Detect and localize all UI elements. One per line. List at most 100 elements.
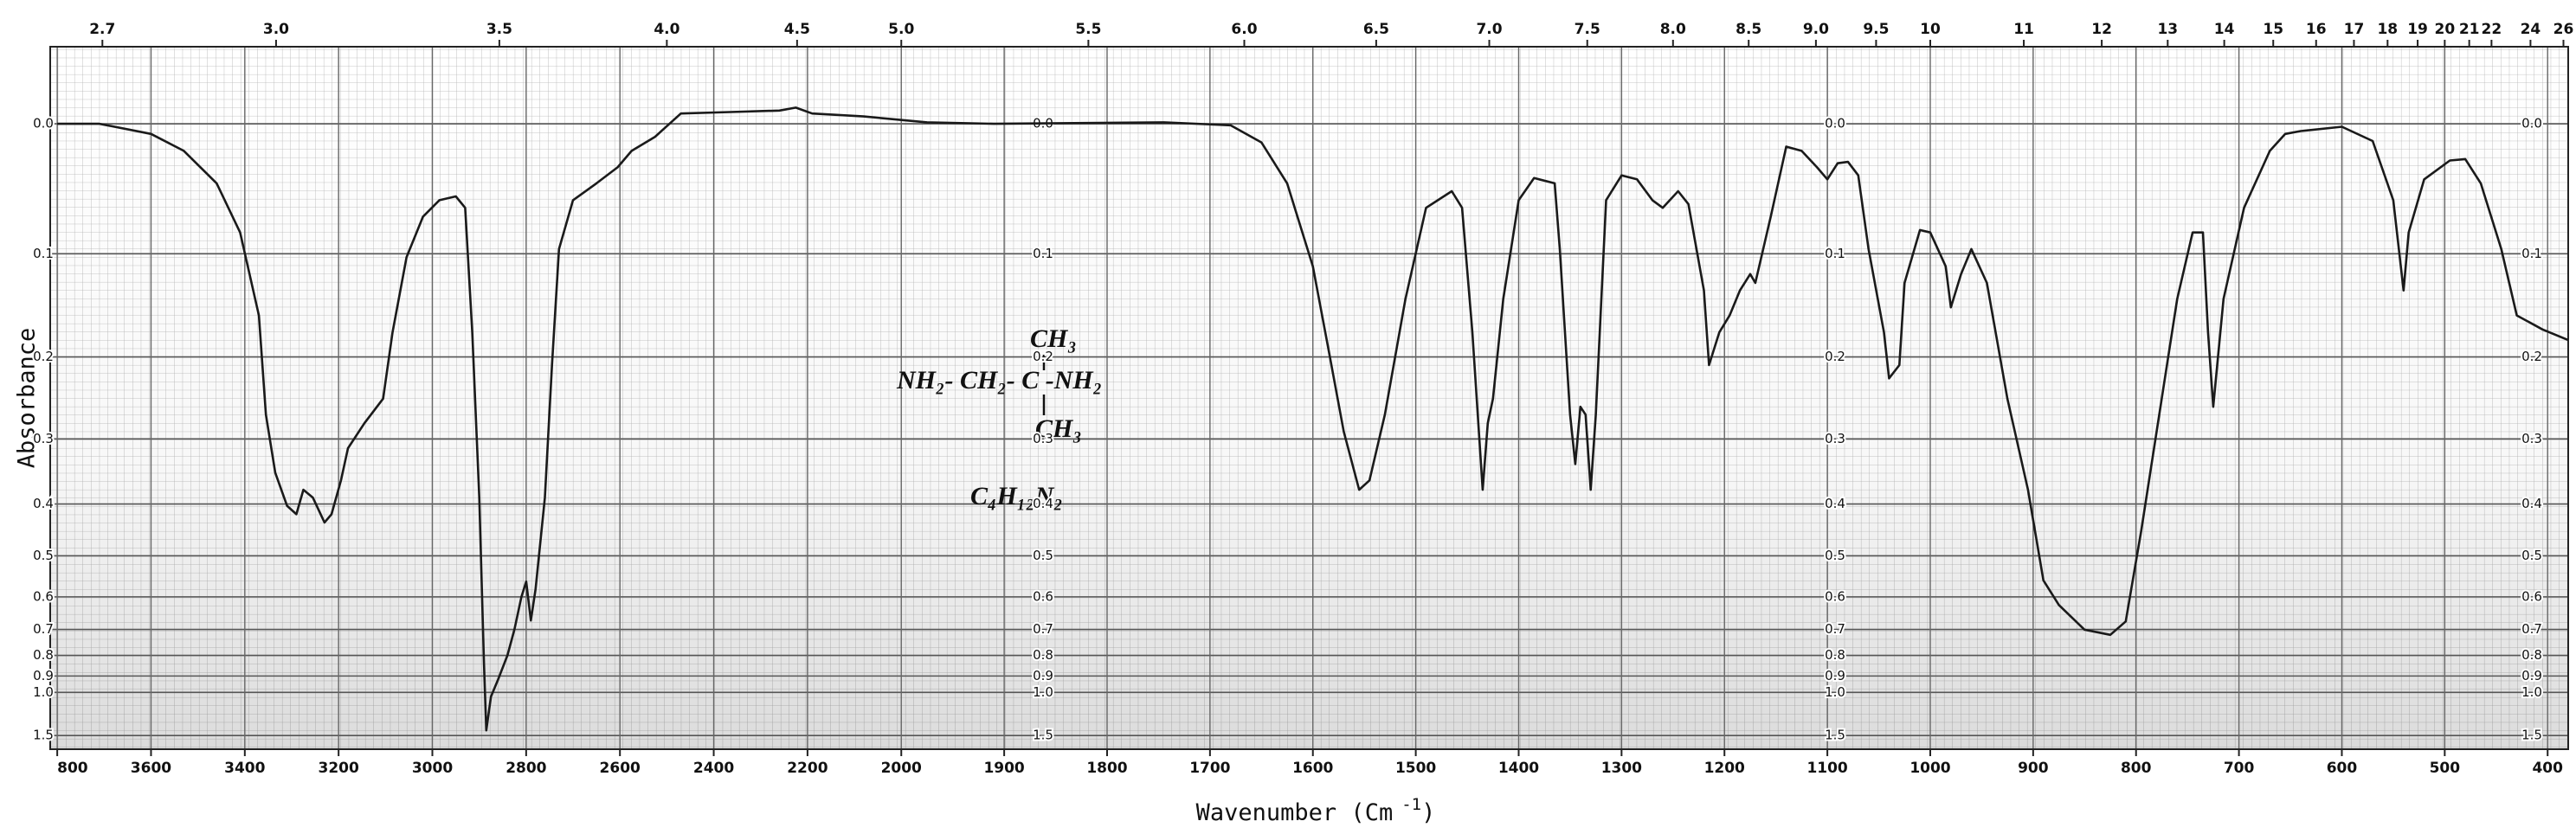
- y-tick-label: 0.6: [2521, 588, 2542, 604]
- y-tick-label: 1.5: [1033, 728, 1053, 743]
- x2-tick-label: 21: [2459, 21, 2480, 38]
- y-tick-label: 0.5: [33, 548, 54, 563]
- x2-tick-label: 10: [1920, 21, 1941, 38]
- x2-tick-label: 26: [2553, 21, 2574, 38]
- y-tick-label: 0.6: [1033, 588, 1053, 604]
- y-tick-label: 0.7: [1825, 621, 1845, 637]
- x2-tick-label: 7.5: [1575, 21, 1600, 38]
- x-axis-label-text: Wavenumber (Cm: [1196, 799, 1394, 826]
- x2-tick-label: 24: [2521, 21, 2541, 38]
- y-tick-label: 0.2: [33, 349, 54, 364]
- x-tick-label: 1000: [1909, 760, 1950, 777]
- x2-tick-label: 9.5: [1863, 21, 1889, 38]
- x2-tick-label: 3.5: [486, 21, 512, 38]
- y-tick-label: 0.5: [2521, 548, 2542, 563]
- x2-tick-label: 18: [2377, 21, 2398, 38]
- annotation: CH₃: [1030, 324, 1077, 353]
- y-tick-label: 0.1: [1825, 246, 1845, 261]
- y-tick-label: 0.0: [33, 116, 54, 132]
- x-axis-label: Wavenumber (Cm -1): [1196, 795, 1436, 826]
- y-tick-label: 0.1: [1033, 246, 1053, 261]
- y-tick-label: 0.0: [1825, 116, 1845, 132]
- structure-annotation: CH₃ NH₂- CH₂- C -NH₂ CH₃ C₄H₁₂N₂: [896, 324, 1102, 510]
- y-tick-label: 0.8: [1033, 647, 1053, 663]
- x2-tick-label: 3.0: [263, 21, 289, 38]
- annotation: CH₃: [1035, 414, 1082, 443]
- x-tick-label: 800: [2121, 760, 2152, 777]
- y-tick-label: 1.5: [2521, 728, 2542, 743]
- y-tick-label: 0.8: [33, 647, 54, 663]
- paper-shading: [50, 47, 2568, 749]
- y-tick-label: 1.0: [33, 684, 54, 700]
- y-tick-label: 0.9: [1033, 668, 1053, 683]
- y-tick-label: 0.9: [1825, 668, 1845, 683]
- y-tick-label: 1.5: [33, 728, 54, 743]
- x-tick-label: 600: [2327, 760, 2358, 777]
- x-axis-label-exponent: -1: [1401, 795, 1421, 814]
- x-tick-label: 1400: [1498, 760, 1539, 777]
- annotation: NH₂- CH₂- C -NH₂: [896, 366, 1102, 395]
- x2-tick-label: 8.0: [1660, 21, 1686, 38]
- x2-tick-label: 11: [2013, 21, 2034, 38]
- x2-tick-label: 16: [2306, 21, 2327, 38]
- x2-tick-label: 13: [2157, 21, 2178, 38]
- y-tick-label: 1.0: [1825, 684, 1845, 700]
- y-tick-label: 0.1: [2521, 246, 2542, 261]
- y-tick-label: 0.8: [2521, 647, 2542, 663]
- plot-marks: 0.0 0.0 0.0 0.00.1 0.1 0.1 0.10.2 0.2 0.2 0.20.3 0…: [31, 21, 2574, 777]
- x-tick-label: 700: [2224, 760, 2255, 777]
- x2-tick-label: 6.5: [1363, 21, 1389, 38]
- annotation: C₄H₁₂N₂: [970, 482, 1063, 510]
- x-tick-label: 800: [57, 760, 88, 777]
- x-tick-label: 3200: [319, 760, 359, 777]
- x2-tick-label: 14: [2214, 21, 2235, 38]
- y-tick-label: 0.3: [1033, 431, 1053, 446]
- y-tick-label: 0.4: [1825, 496, 1845, 511]
- x-tick-label: 1900: [983, 760, 1024, 777]
- x-tick-label: 1800: [1086, 760, 1127, 777]
- y-tick-label: 0.3: [2521, 431, 2542, 446]
- x2-tick-label: 4.0: [654, 21, 679, 38]
- y-tick-label: 0.9: [33, 668, 54, 683]
- y-tick-label: 0.8: [1825, 647, 1845, 663]
- y-tick-label: 0.6: [1825, 588, 1845, 604]
- x-tick-label: 1100: [1806, 760, 1847, 777]
- x-tick-label: 1200: [1704, 760, 1745, 777]
- y-tick-label: 1.0: [2521, 684, 2542, 700]
- x2-tick-label: 19: [2407, 21, 2428, 38]
- y-tick-label: 0.5: [1825, 548, 1845, 563]
- x2-tick-label: 12: [2091, 21, 2112, 38]
- x2-tick-label: 17: [2344, 21, 2365, 38]
- y-tick-label: 0.4: [1033, 496, 1053, 511]
- x2-tick-label: 15: [2263, 21, 2283, 38]
- x2-tick-label: 6.0: [1231, 21, 1257, 38]
- x2-tick-label: 8.5: [1736, 21, 1761, 38]
- y-tick-label: 0.4: [2521, 496, 2542, 511]
- plot-frame: [49, 46, 2569, 750]
- y-tick-label: 1.5: [1825, 728, 1845, 743]
- x-tick-label: 1700: [1189, 760, 1230, 777]
- y-tick-label: 0.4: [33, 496, 54, 511]
- y-tick-label: 0.3: [1825, 431, 1845, 446]
- x-tick-label: 2200: [787, 760, 828, 777]
- x-tick-label: 2600: [600, 760, 641, 777]
- x2-tick-label: 7.0: [1476, 21, 1502, 38]
- y-tick-label: 0.5: [1033, 548, 1053, 563]
- x-tick-label: 400: [2532, 760, 2563, 777]
- y-tick-label: 0.2: [2521, 349, 2542, 364]
- x-tick-label: 3000: [412, 760, 453, 777]
- y-axis-label: Absorbance: [14, 328, 41, 469]
- x-tick-label: 3600: [131, 760, 171, 777]
- x-tick-label: 1500: [1395, 760, 1436, 777]
- x2-tick-label: 5.5: [1075, 21, 1101, 38]
- x2-tick-label: 9.0: [1803, 21, 1829, 38]
- y-tick-label: 0.2: [1825, 349, 1845, 364]
- x-tick-label: 1300: [1601, 760, 1642, 777]
- x-tick-label: 3400: [224, 760, 265, 777]
- y-tick-label: 0.6: [33, 588, 54, 604]
- y-tick-label: 0.1: [33, 246, 54, 261]
- y-tick-label: 0.3: [33, 431, 54, 446]
- y-tick-label: 0.7: [2521, 621, 2542, 637]
